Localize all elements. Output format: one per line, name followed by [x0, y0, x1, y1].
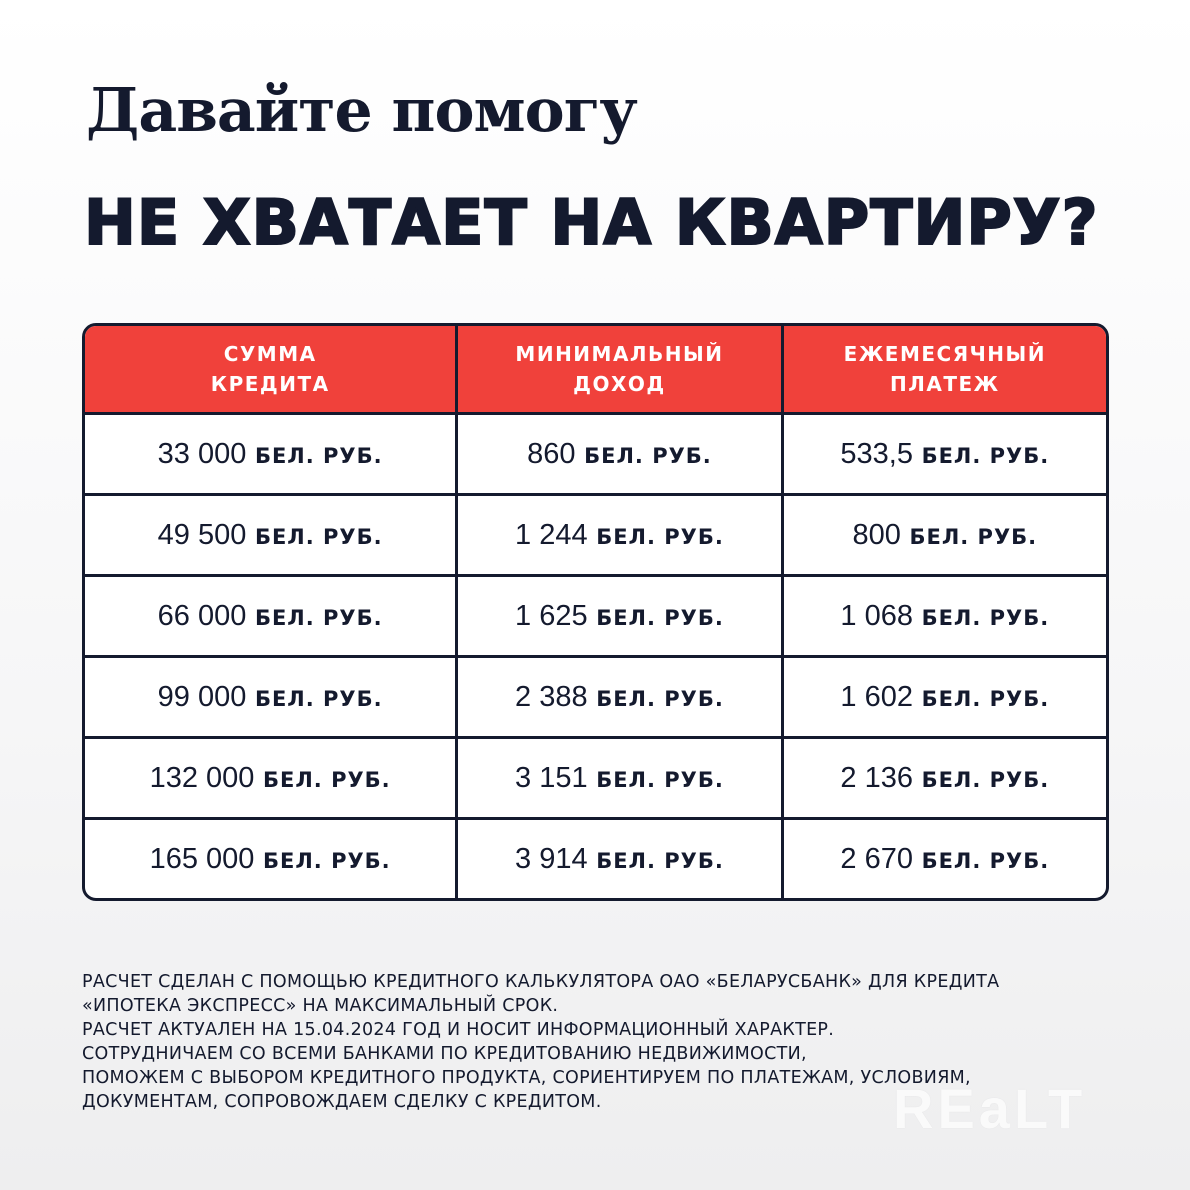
column-header-line: СУММА — [223, 342, 317, 366]
column-header: МИНИМАЛЬНЫЙ ДОХОД — [455, 326, 781, 415]
currency-unit: БЕЛ. РУБ. — [596, 767, 724, 792]
table-row: 33 000 БЕЛ. РУБ. 860 БЕЛ. РУБ. 533,5 БЕЛ. … — [85, 415, 1106, 496]
currency-unit: БЕЛ. РУБ. — [921, 848, 1050, 873]
currency-unit: БЕЛ. РУБ. — [596, 605, 724, 630]
amount: 533,5 — [840, 437, 913, 470]
table-cell: 1 244 БЕЛ. РУБ. — [455, 496, 781, 577]
table-cell: 2 388 БЕЛ. РУБ. — [455, 658, 781, 739]
amount: 99 000 — [157, 680, 247, 713]
subheadline: НЕ ХВАТАЕТ НА КВАРТИРУ? — [83, 185, 1099, 260]
table-cell: 66 000 БЕЛ. РУБ. — [85, 577, 456, 658]
currency-unit: БЕЛ. РУБ. — [263, 767, 391, 792]
table-cell: 99 000 БЕЛ. РУБ. — [85, 658, 456, 739]
table-cell: 165 000 БЕЛ. РУБ. — [85, 820, 455, 898]
amount: 3 914 — [515, 842, 588, 875]
amount: 33 000 — [157, 437, 247, 470]
amount: 1 625 — [515, 599, 588, 632]
currency-unit: БЕЛ. РУБ. — [921, 605, 1050, 630]
table-row: 132 000 БЕЛ. РУБ. 3 151 БЕЛ. РУБ. 2 136 БЕ… — [85, 739, 1106, 820]
column-header: СУММА КРЕДИТА — [85, 326, 456, 415]
currency-unit: БЕЛ. РУБ. — [584, 443, 712, 468]
footnotes: РАСЧЕТ СДЕЛАН С ПОМОЩЬЮ КРЕДИТНОГО КАЛЬК… — [82, 970, 999, 1114]
table-cell: 1 602 БЕЛ. РУБ. — [780, 658, 1106, 739]
table-cell: 132 000 БЕЛ. РУБ. — [85, 739, 456, 820]
currency-unit: БЕЛ. РУБ. — [254, 686, 383, 711]
amount: 3 151 — [515, 761, 588, 794]
currency-unit: БЕЛ. РУБ. — [921, 443, 1050, 468]
currency-unit: БЕЛ. РУБ. — [254, 605, 383, 630]
amount: 800 — [852, 518, 901, 551]
amount: 165 000 — [149, 842, 255, 875]
currency-unit: БЕЛ. РУБ. — [909, 524, 1038, 549]
footnote-line: РАСЧЕТ СДЕЛАН С ПОМОЩЬЮ КРЕДИТНОГО КАЛЬК… — [82, 972, 1000, 992]
amount: 132 000 — [149, 761, 255, 794]
column-header-line: ДОХОД — [573, 372, 666, 396]
footnote-line: ДОКУМЕНТАМ, СОПРОВОЖДАЕМ СДЕЛКУ С КРЕДИТ… — [82, 1092, 602, 1112]
amount: 1 068 — [840, 599, 913, 632]
currency-unit: БЕЛ. РУБ. — [596, 524, 724, 549]
currency-unit: БЕЛ. РУБ. — [254, 524, 383, 549]
table-cell: 2 670 БЕЛ. РУБ. — [780, 820, 1106, 898]
footnote-line: СОТРУДНИЧАЕМ СО ВСЕМИ БАНКАМИ ПО КРЕДИТО… — [82, 1044, 807, 1064]
table-row: 165 000 БЕЛ. РУБ. 3 914 БЕЛ. РУБ. 2 670 БЕ… — [85, 820, 1106, 898]
table-cell: 800 БЕЛ. РУБ. — [780, 496, 1106, 577]
footnote-line: ПОМОЖЕМ С ВЫБОРОМ КРЕДИТНОГО ПРОДУКТА, С… — [82, 1068, 971, 1088]
currency-unit: БЕЛ. РУБ. — [596, 686, 724, 711]
currency-unit: БЕЛ. РУБ. — [263, 848, 391, 873]
realt-logo-watermark: REaLT — [893, 1077, 1087, 1140]
table-cell: 860 БЕЛ. РУБ. — [455, 415, 781, 496]
column-header-line: КРЕДИТА — [210, 372, 330, 396]
amount: 2 136 — [840, 761, 913, 794]
credit-table: СУММА КРЕДИТА МИНИМАЛЬНЫЙ ДОХОД ЕЖЕМЕСЯЧНЫЙ П… — [82, 323, 1109, 901]
table-row: 99 000 БЕЛ. РУБ. 2 388 БЕЛ. РУБ. 1 602 БЕЛ… — [85, 658, 1106, 739]
table-cell: 2 136 БЕЛ. РУБ. — [780, 739, 1106, 820]
amount: 2 670 — [840, 842, 913, 875]
table-cell: 49 500 БЕЛ. РУБ. — [85, 496, 456, 577]
table-cell: 33 000 БЕЛ. РУБ. — [85, 415, 456, 496]
table-cell: 1 068 БЕЛ. РУБ. — [780, 577, 1106, 658]
amount: 860 — [527, 437, 576, 470]
currency-unit: БЕЛ. РУБ. — [596, 848, 724, 873]
footnote-line: РАСЧЕТ АКТУАЛЕН НА 15.04.2024 ГОД И НОСИ… — [82, 1020, 835, 1040]
currency-unit: БЕЛ. РУБ. — [921, 686, 1050, 711]
table-row: 49 500 БЕЛ. РУБ. 1 244 БЕЛ. РУБ. 800 БЕЛ. … — [85, 496, 1106, 577]
column-header: ЕЖЕМЕСЯЧНЫЙ ПЛАТЕЖ — [780, 326, 1106, 415]
table-cell: 533,5 БЕЛ. РУБ. — [780, 415, 1106, 496]
column-header-line: МИНИМАЛЬНЫЙ — [515, 342, 724, 366]
footnote-line: «ИПОТЕКА ЭКСПРЕСС» НА МАКСИМАЛЬНЫЙ СРОК. — [82, 996, 559, 1016]
table-cell: 3 914 БЕЛ. РУБ. — [455, 820, 780, 898]
table-cell: 1 625 БЕЛ. РУБ. — [455, 577, 781, 658]
table-row: 66 000 БЕЛ. РУБ. 1 625 БЕЛ. РУБ. 1 068 БЕЛ… — [85, 577, 1106, 658]
currency-unit: БЕЛ. РУБ. — [921, 767, 1050, 792]
amount: 66 000 — [157, 599, 247, 632]
amount: 2 388 — [515, 680, 588, 713]
column-header-line: ЕЖЕМЕСЯЧНЫЙ — [843, 342, 1046, 366]
column-header-line: ПЛАТЕЖ — [890, 372, 1000, 396]
amount: 1 244 — [515, 518, 588, 551]
amount: 49 500 — [157, 518, 247, 551]
amount: 1 602 — [840, 680, 913, 713]
currency-unit: БЕЛ. РУБ. — [254, 443, 383, 468]
headline: Давайте помогу — [86, 76, 638, 146]
table-cell: 3 151 БЕЛ. РУБ. — [455, 739, 781, 820]
